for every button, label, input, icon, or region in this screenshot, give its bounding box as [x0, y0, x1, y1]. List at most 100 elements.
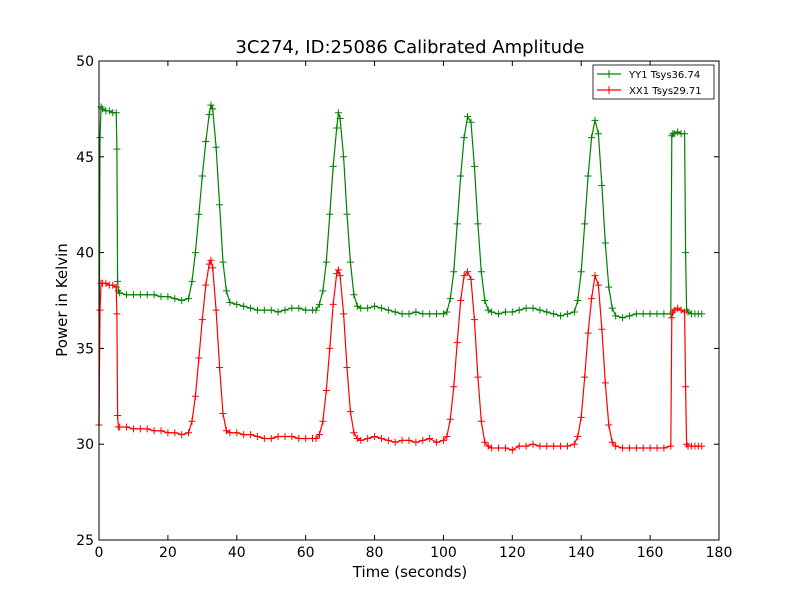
data-point — [577, 268, 585, 276]
legend-marker-xx1: + — [604, 83, 614, 97]
legend: + YY1 Tsys36.74 + XX1 Tsys29.71 — [592, 64, 715, 100]
data-point — [326, 344, 334, 352]
data-point — [212, 306, 220, 314]
data-point — [114, 411, 122, 419]
data-point — [557, 442, 565, 450]
data-point — [639, 444, 647, 452]
data-point — [150, 427, 158, 435]
data-point — [209, 105, 217, 113]
data-point — [178, 297, 186, 304]
data-point — [240, 431, 248, 439]
x-tick-label: 140 — [568, 545, 595, 561]
data-point — [129, 425, 137, 433]
data-point — [315, 300, 323, 308]
data-point — [632, 444, 640, 452]
data-point — [550, 442, 558, 450]
data-point — [660, 310, 668, 318]
y-tick-label: 25 — [76, 533, 94, 549]
data-point — [377, 434, 385, 442]
data-point — [557, 312, 565, 320]
data-point — [260, 306, 268, 314]
data-point — [550, 310, 558, 318]
data-point — [113, 145, 121, 153]
data-point — [336, 272, 344, 280]
data-point — [581, 373, 589, 381]
data-point — [326, 210, 334, 218]
data-point — [443, 308, 451, 316]
data-point — [667, 442, 675, 450]
x-tick-label: 80 — [366, 545, 384, 561]
data-point — [114, 277, 122, 285]
y-tick-label: 40 — [76, 246, 94, 262]
x-tick-label: 180 — [706, 545, 733, 561]
data-point — [319, 417, 327, 425]
data-point — [288, 433, 296, 441]
data-point — [467, 275, 475, 283]
data-point — [384, 436, 392, 444]
data-point — [625, 312, 633, 320]
data-point — [350, 291, 358, 299]
data-point — [574, 297, 582, 304]
data-point — [198, 316, 206, 324]
data-point — [601, 379, 609, 387]
data-point — [129, 291, 137, 299]
data-point — [457, 172, 465, 180]
data-point — [222, 287, 230, 295]
data-point — [398, 436, 406, 444]
data-point — [574, 433, 582, 441]
data-point — [446, 415, 454, 423]
data-point — [477, 417, 485, 425]
data-point — [116, 289, 124, 297]
data-point — [312, 434, 320, 442]
data-point — [116, 423, 124, 431]
data-point — [202, 281, 210, 289]
data-point — [470, 162, 478, 170]
x-tick-label: 0 — [95, 545, 104, 561]
data-point — [398, 310, 406, 318]
data-point — [195, 210, 203, 218]
data-point — [660, 444, 668, 452]
data-point — [405, 436, 413, 444]
data-point — [495, 444, 503, 452]
data-point — [164, 429, 172, 437]
data-point — [364, 304, 372, 312]
data-point — [143, 291, 151, 299]
data-point — [653, 310, 661, 318]
data-point — [426, 434, 434, 442]
data-point — [288, 304, 296, 312]
data-point — [577, 413, 585, 421]
data-point — [185, 429, 193, 437]
x-tick-label: 40 — [228, 545, 246, 561]
data-point — [329, 162, 337, 170]
data-point — [570, 308, 578, 316]
data-point — [495, 310, 503, 318]
data-point — [319, 287, 327, 295]
data-point — [591, 272, 599, 280]
data-point — [157, 293, 165, 301]
data-point — [150, 291, 158, 299]
data-point — [240, 302, 248, 310]
data-point — [470, 316, 478, 324]
data-point — [302, 306, 310, 314]
data-point — [188, 417, 196, 425]
data-point — [377, 304, 385, 312]
data-point — [391, 438, 399, 446]
legend-box — [592, 64, 715, 100]
data-point — [219, 258, 227, 266]
x-tick-label: 120 — [499, 545, 526, 561]
data-point — [188, 277, 196, 285]
data-point — [202, 137, 210, 145]
y-tick-label: 35 — [76, 341, 94, 357]
data-point — [315, 431, 323, 439]
data-point — [543, 308, 551, 316]
data-point — [384, 306, 392, 314]
data-point — [333, 124, 341, 132]
data-point — [233, 300, 241, 308]
data-point — [419, 436, 427, 444]
data-point — [605, 283, 613, 291]
plot-frame — [98, 60, 720, 541]
data-point — [226, 429, 234, 437]
data-point — [295, 434, 303, 442]
